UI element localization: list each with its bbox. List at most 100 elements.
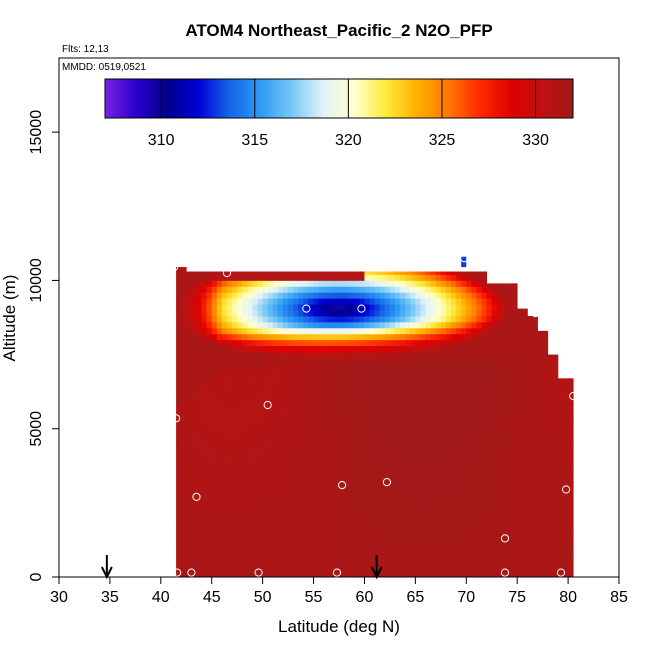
heatmap-cell bbox=[293, 381, 299, 388]
heatmap-cell bbox=[461, 399, 467, 406]
heatmap-cell bbox=[563, 446, 569, 453]
heatmap-cell bbox=[206, 357, 213, 364]
heatmap-cell bbox=[425, 310, 432, 317]
heatmap-cell bbox=[435, 488, 442, 495]
heatmap-cell bbox=[451, 553, 457, 560]
heatmap-cell bbox=[451, 559, 457, 566]
heatmap-cell bbox=[547, 458, 554, 465]
heatmap-cell bbox=[221, 511, 228, 519]
heatmap-cell bbox=[456, 274, 462, 281]
heatmap-cell bbox=[430, 298, 437, 305]
heatmap-cell bbox=[298, 327, 304, 335]
heatmap-cell bbox=[176, 571, 182, 578]
heatmap-cell bbox=[201, 310, 208, 317]
heatmap-cell bbox=[501, 298, 508, 305]
heatmap-cell bbox=[328, 298, 335, 305]
heatmap-cell bbox=[242, 339, 248, 347]
heatmap-cell bbox=[252, 339, 258, 347]
heatmap-cell bbox=[405, 387, 411, 394]
heatmap-cell bbox=[425, 428, 432, 436]
heatmap-cell bbox=[440, 559, 447, 566]
heatmap-cell bbox=[425, 292, 432, 299]
heatmap-cell bbox=[445, 470, 452, 477]
heatmap-cell bbox=[517, 327, 523, 335]
heatmap-cell bbox=[293, 446, 299, 453]
heatmap-cell bbox=[242, 422, 248, 430]
heatmap-cell bbox=[354, 482, 360, 489]
heatmap-cell bbox=[395, 345, 401, 352]
heatmap-cell bbox=[430, 434, 437, 441]
heatmap-cell bbox=[328, 505, 335, 513]
heatmap-cell bbox=[369, 464, 376, 471]
heatmap-cell bbox=[440, 464, 447, 471]
heatmap-cell bbox=[211, 493, 218, 501]
heatmap-cell bbox=[451, 416, 457, 424]
heatmap-cell bbox=[568, 493, 574, 501]
colorbar-swatch bbox=[508, 79, 512, 118]
heatmap-cell bbox=[410, 333, 416, 341]
heatmap-cell bbox=[415, 470, 421, 477]
heatmap-cell bbox=[512, 511, 518, 519]
heatmap-cell bbox=[512, 505, 518, 513]
heatmap-cell bbox=[507, 476, 513, 483]
heatmap-cell bbox=[318, 535, 325, 542]
heatmap-cell bbox=[400, 470, 406, 477]
heatmap-cell bbox=[461, 339, 467, 347]
heatmap-cell bbox=[440, 339, 447, 347]
heatmap-cell bbox=[349, 399, 355, 406]
heatmap-cell bbox=[196, 304, 202, 311]
heatmap-cell bbox=[283, 345, 289, 352]
heatmap-cell bbox=[176, 559, 182, 566]
heatmap-cell bbox=[216, 499, 223, 507]
heatmap-cell bbox=[486, 529, 493, 536]
heatmap-cell bbox=[512, 298, 518, 305]
heatmap-cell bbox=[349, 404, 355, 412]
heatmap-cell bbox=[262, 286, 269, 293]
heatmap-cell bbox=[425, 375, 432, 382]
heatmap-cell bbox=[547, 354, 554, 358]
heatmap-cell bbox=[410, 488, 416, 495]
heatmap-cell bbox=[430, 369, 437, 376]
heatmap-cell bbox=[420, 464, 426, 471]
sample-marker bbox=[192, 492, 201, 501]
heatmap-cell bbox=[420, 476, 426, 483]
heatmap-cell bbox=[389, 440, 396, 447]
heatmap-cell bbox=[542, 357, 549, 364]
heatmap-cell bbox=[344, 470, 350, 477]
heatmap-cell bbox=[293, 286, 299, 293]
heatmap-cell bbox=[563, 428, 569, 436]
heatmap-cell bbox=[288, 529, 294, 536]
heatmap-cell bbox=[532, 416, 538, 424]
heatmap-cell bbox=[486, 363, 493, 370]
heatmap-cell bbox=[221, 458, 228, 465]
heatmap-cell bbox=[461, 280, 467, 287]
heatmap-cell bbox=[349, 476, 355, 483]
heatmap-cell bbox=[211, 535, 218, 542]
heatmap-cell bbox=[247, 440, 253, 447]
heatmap-cell bbox=[563, 529, 569, 536]
heatmap-cell bbox=[267, 464, 274, 471]
heatmap-cell bbox=[374, 523, 381, 530]
heatmap-cell bbox=[313, 274, 320, 281]
heatmap-cell bbox=[227, 428, 233, 436]
heatmap-cell bbox=[333, 529, 340, 536]
heatmap-cell bbox=[481, 452, 488, 459]
heatmap-cell bbox=[359, 464, 365, 471]
heatmap-cell bbox=[369, 547, 376, 554]
heatmap-cell bbox=[318, 422, 325, 430]
heatmap-cell bbox=[481, 333, 488, 341]
heatmap-cell bbox=[491, 399, 498, 406]
heatmap-cell bbox=[237, 434, 243, 441]
heatmap-cell bbox=[430, 523, 437, 530]
heatmap-cell bbox=[277, 464, 284, 471]
heatmap-cell bbox=[369, 271, 376, 275]
heatmap-cell bbox=[252, 280, 258, 287]
heatmap-cell bbox=[298, 559, 304, 566]
heatmap-cell bbox=[501, 310, 508, 317]
colorbar-swatch bbox=[107, 79, 112, 118]
heatmap-cell bbox=[247, 271, 253, 275]
heatmap-cell bbox=[221, 298, 228, 305]
heatmap-cell bbox=[369, 399, 376, 406]
heatmap-cell bbox=[293, 434, 299, 441]
heatmap-cell bbox=[247, 357, 253, 364]
